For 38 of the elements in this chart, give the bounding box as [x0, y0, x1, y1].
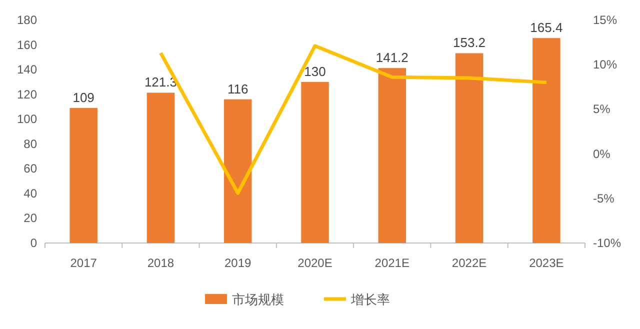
x-tick-label: 2017 — [70, 256, 98, 270]
x-tick-label: 2019 — [224, 256, 252, 270]
y-tick-label: 80 — [24, 136, 38, 151]
data-label: 130 — [304, 64, 326, 79]
y-tick-label: 100 — [16, 112, 38, 126]
y-tick-label: 140 — [16, 62, 38, 77]
data-label: 153.2 — [453, 35, 486, 50]
x-tick-label: 2018 — [147, 256, 174, 270]
bar — [146, 92, 175, 243]
x-tick-label: 2022E — [452, 256, 487, 270]
data-label: 116 — [227, 81, 248, 96]
y2-tick-label: -10% — [593, 236, 622, 250]
y-tick-label: 160 — [16, 38, 38, 52]
y2-tick-label: -5% — [593, 191, 615, 206]
y2-tick-label: 0% — [593, 146, 611, 161]
bar — [455, 53, 484, 243]
x-tick-label: 2020E — [298, 256, 332, 270]
y-tick-label: 60 — [24, 162, 38, 176]
x-tick-label: 2023E — [529, 256, 564, 270]
bar — [301, 82, 329, 243]
y-tick-label: 20 — [24, 211, 38, 226]
data-label: 109 — [72, 90, 94, 105]
y-tick-label: 0 — [30, 236, 38, 250]
y-tick-label: 40 — [24, 186, 38, 200]
legend-label: 市场规模 — [232, 292, 284, 307]
y-tick-label: 180 — [16, 13, 38, 27]
data-label: 165.4 — [530, 20, 563, 36]
bar — [224, 99, 252, 243]
bar — [70, 108, 98, 243]
x-tick-label: 2021E — [374, 256, 410, 270]
bar — [378, 68, 406, 243]
data-label: 141.2 — [376, 50, 408, 66]
legend-label: 增长率 — [350, 292, 390, 307]
y2-tick-label: 10% — [593, 58, 618, 72]
y2-tick-label: 5% — [593, 102, 611, 116]
bar — [532, 38, 560, 243]
y-tick-label: 120 — [16, 87, 38, 102]
y2-tick-label: 15% — [593, 13, 618, 27]
